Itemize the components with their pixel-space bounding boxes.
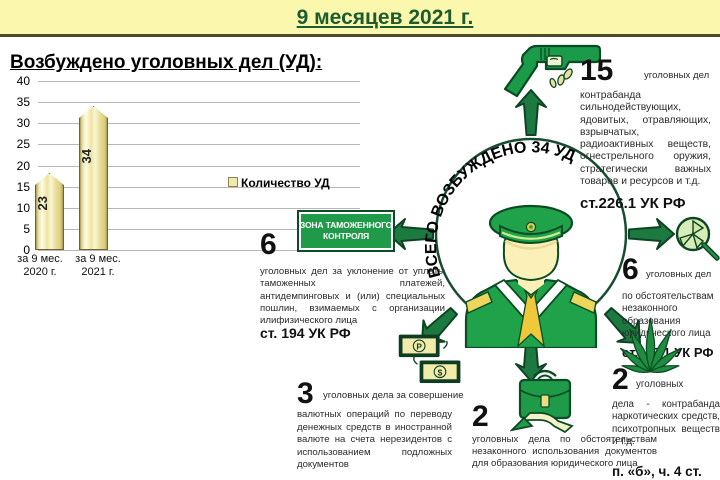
- svg-text:$: $: [438, 368, 443, 378]
- svg-text:Р: Р: [416, 342, 422, 352]
